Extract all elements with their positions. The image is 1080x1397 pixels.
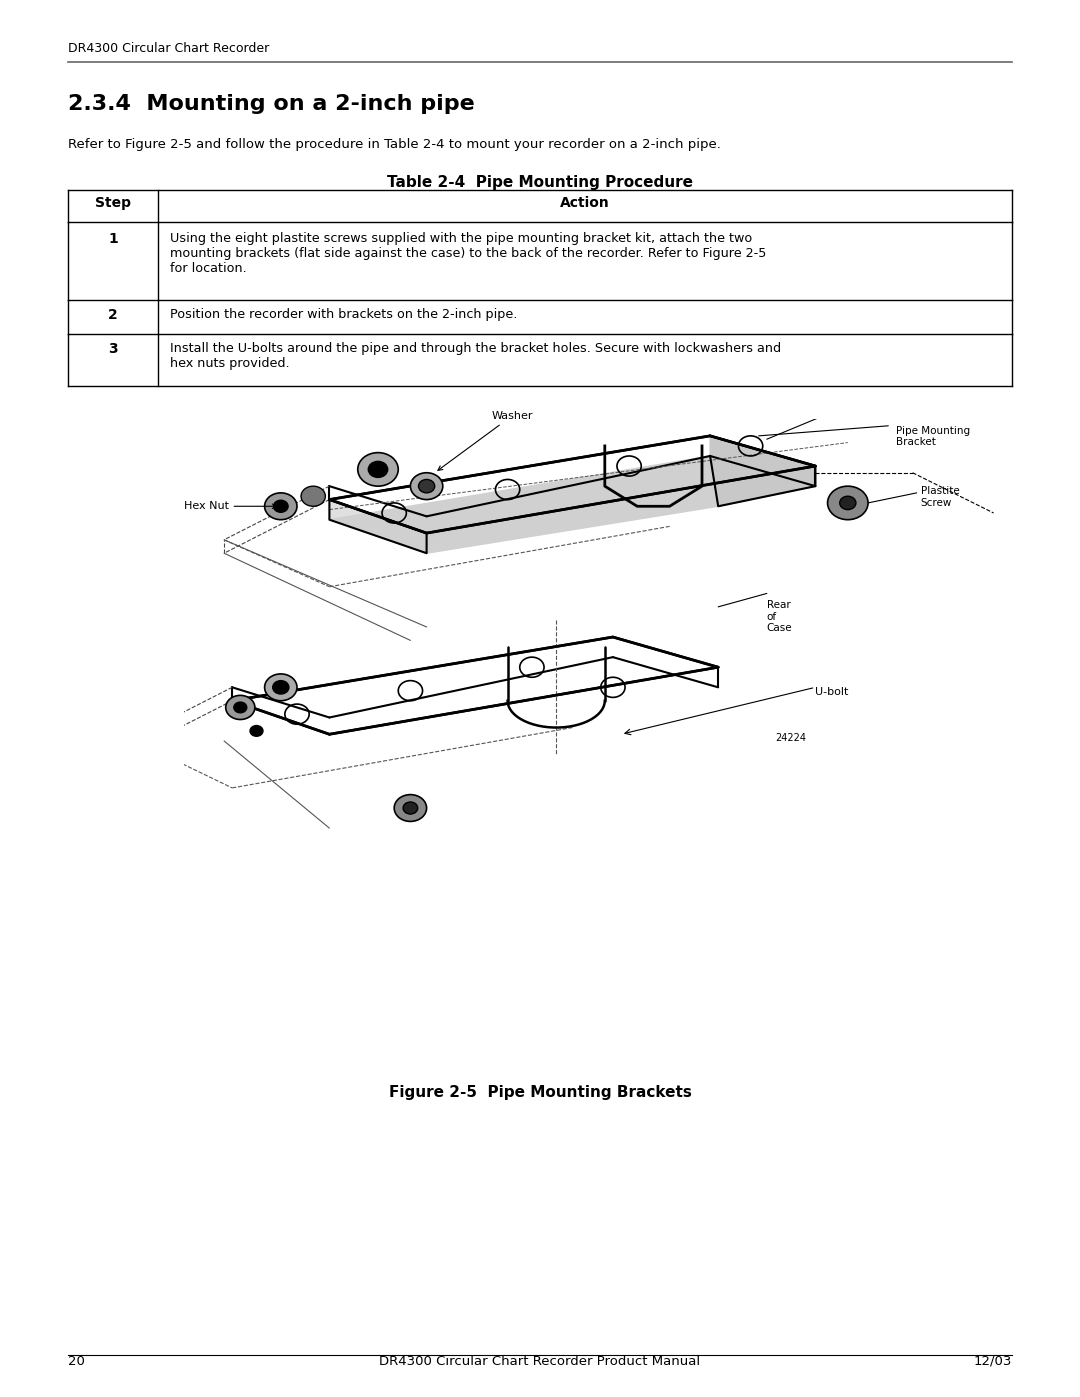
Circle shape	[419, 479, 435, 493]
Text: Rear
of
Case: Rear of Case	[767, 601, 793, 633]
Text: Plastite
Screw: Plastite Screw	[920, 486, 959, 507]
Text: 1: 1	[108, 232, 118, 246]
Polygon shape	[329, 500, 427, 553]
Text: Using the eight plastite screws supplied with the pipe mounting bracket kit, att: Using the eight plastite screws supplied…	[170, 232, 767, 275]
Text: Pipe Mounting
Bracket: Pipe Mounting Bracket	[896, 426, 971, 447]
Text: DR4300 Circular Chart Recorder Product Manual: DR4300 Circular Chart Recorder Product M…	[379, 1355, 701, 1368]
Circle shape	[394, 795, 427, 821]
Polygon shape	[329, 436, 815, 534]
Polygon shape	[232, 637, 718, 735]
Circle shape	[272, 680, 289, 694]
Text: 20: 20	[68, 1355, 85, 1368]
Circle shape	[273, 500, 288, 513]
Text: Install the U-bolts around the pipe and through the bracket holes. Secure with l: Install the U-bolts around the pipe and …	[170, 342, 781, 370]
Circle shape	[827, 486, 868, 520]
Text: Action: Action	[561, 196, 610, 210]
Circle shape	[403, 802, 418, 814]
Text: Refer to Figure 2-5 and follow the procedure in Table 2-4 to mount your recorder: Refer to Figure 2-5 and follow the proce…	[68, 138, 720, 151]
Text: 2: 2	[108, 307, 118, 321]
Text: DR4300 Circular Chart Recorder: DR4300 Circular Chart Recorder	[68, 42, 269, 54]
Polygon shape	[711, 436, 815, 506]
Circle shape	[840, 496, 855, 510]
Circle shape	[410, 472, 443, 500]
Circle shape	[368, 461, 388, 478]
Circle shape	[226, 696, 255, 719]
Text: 2.3.4  Mounting on a 2-inch pipe: 2.3.4 Mounting on a 2-inch pipe	[68, 94, 475, 115]
Circle shape	[357, 453, 399, 486]
Text: Table 2-4  Pipe Mounting Procedure: Table 2-4 Pipe Mounting Procedure	[387, 175, 693, 190]
Text: 12/03: 12/03	[974, 1355, 1012, 1368]
Text: Figure 2-5  Pipe Mounting Brackets: Figure 2-5 Pipe Mounting Brackets	[389, 1085, 691, 1099]
Circle shape	[301, 486, 325, 506]
Text: U-bolt: U-bolt	[815, 687, 849, 697]
Text: Position the recorder with brackets on the 2-inch pipe.: Position the recorder with brackets on t…	[170, 307, 517, 321]
Circle shape	[234, 703, 246, 712]
Text: 24224: 24224	[775, 733, 806, 743]
Polygon shape	[329, 455, 815, 553]
Text: Washer: Washer	[437, 411, 532, 471]
Text: 3: 3	[108, 342, 118, 356]
Circle shape	[251, 725, 264, 736]
Circle shape	[265, 673, 297, 701]
Circle shape	[265, 493, 297, 520]
Text: Hex Nut: Hex Nut	[184, 502, 276, 511]
Text: Step: Step	[95, 196, 131, 210]
